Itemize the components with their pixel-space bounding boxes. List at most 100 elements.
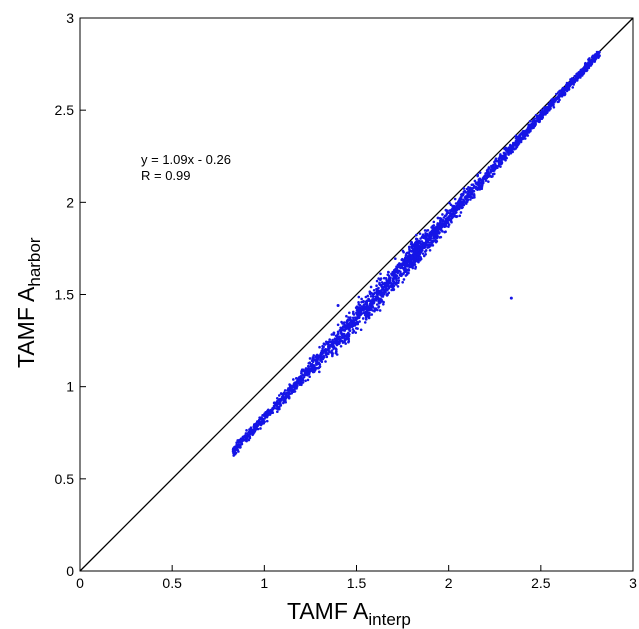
data-point (315, 357, 319, 360)
data-point (531, 120, 534, 123)
data-point (455, 207, 459, 210)
data-point (312, 354, 316, 357)
data-point (342, 332, 346, 336)
data-point (460, 195, 463, 199)
data-point (384, 291, 387, 294)
data-point (597, 50, 600, 54)
data-point (316, 366, 320, 370)
data-point (424, 240, 428, 243)
data-point (378, 292, 382, 295)
data-point (428, 249, 432, 252)
data-point (485, 176, 489, 180)
data-point (294, 377, 298, 380)
data-point (348, 321, 351, 325)
data-point (359, 310, 362, 314)
data-point (533, 122, 537, 126)
y-tick-label: 2 (66, 194, 74, 210)
data-point (377, 277, 380, 280)
data-point (311, 365, 314, 369)
data-point (536, 117, 539, 120)
data-point (366, 310, 369, 314)
y-axis-label: TAMF Aharbor (13, 237, 44, 368)
data-point (277, 401, 280, 405)
data-point (359, 328, 363, 332)
data-point (263, 420, 266, 424)
data-point (235, 446, 239, 449)
data-point (566, 84, 570, 87)
data-point (372, 301, 375, 305)
data-point (382, 288, 386, 292)
data-point (347, 340, 350, 344)
data-point (382, 292, 385, 296)
data-point (376, 297, 380, 301)
data-point (343, 340, 346, 343)
data-point (415, 233, 418, 237)
data-point (382, 300, 385, 304)
data-point (418, 232, 422, 235)
data-point (308, 375, 311, 379)
data-point (239, 439, 243, 442)
data-point (318, 370, 321, 374)
data-point (545, 106, 549, 110)
data-point (324, 360, 327, 363)
data-point (563, 91, 567, 95)
data-point (328, 338, 331, 341)
data-point (572, 79, 575, 83)
data-point (383, 282, 387, 286)
data-point (454, 211, 458, 215)
data-point (486, 170, 490, 173)
data-point (354, 318, 357, 321)
data-point (521, 131, 524, 134)
data-point (435, 231, 439, 234)
data-point (507, 153, 510, 156)
data-point (369, 308, 372, 312)
data-point (387, 286, 391, 290)
data-point (466, 198, 470, 201)
data-point (369, 285, 373, 289)
data-point (473, 179, 477, 183)
data-point (420, 240, 424, 243)
data-point (368, 299, 371, 302)
data-point (327, 340, 330, 344)
data-point (401, 280, 404, 284)
data-point (376, 293, 380, 296)
data-point (478, 171, 482, 174)
data-point (540, 117, 544, 121)
data-point (330, 343, 333, 347)
data-point (514, 134, 518, 138)
data-point (457, 203, 460, 207)
data-point (371, 304, 374, 308)
data-point (484, 179, 488, 182)
data-point (499, 165, 502, 168)
data-point (380, 281, 384, 284)
data-point (572, 83, 575, 86)
data-point (459, 205, 463, 209)
data-point (417, 260, 420, 264)
data-point (336, 333, 340, 336)
data-point (322, 345, 325, 349)
data-point (416, 245, 419, 249)
data-point (497, 161, 501, 165)
data-point (579, 75, 582, 79)
data-point (514, 144, 518, 147)
data-point (284, 394, 288, 397)
data-point (382, 276, 386, 280)
data-point (361, 317, 365, 320)
data-point (276, 406, 279, 409)
data-point (421, 233, 425, 237)
data-point (358, 320, 361, 323)
data-point (357, 295, 361, 299)
data-point (360, 307, 363, 311)
data-point (432, 224, 436, 227)
data-point (399, 274, 403, 277)
data-point (419, 250, 422, 254)
data-point (399, 272, 402, 275)
data-point (581, 68, 584, 72)
data-point (369, 301, 373, 304)
data-point (334, 351, 338, 355)
data-point (366, 294, 370, 298)
x-tick-label: 3 (629, 575, 637, 591)
data-point (287, 395, 291, 399)
data-point (431, 226, 435, 230)
data-point (343, 329, 347, 332)
